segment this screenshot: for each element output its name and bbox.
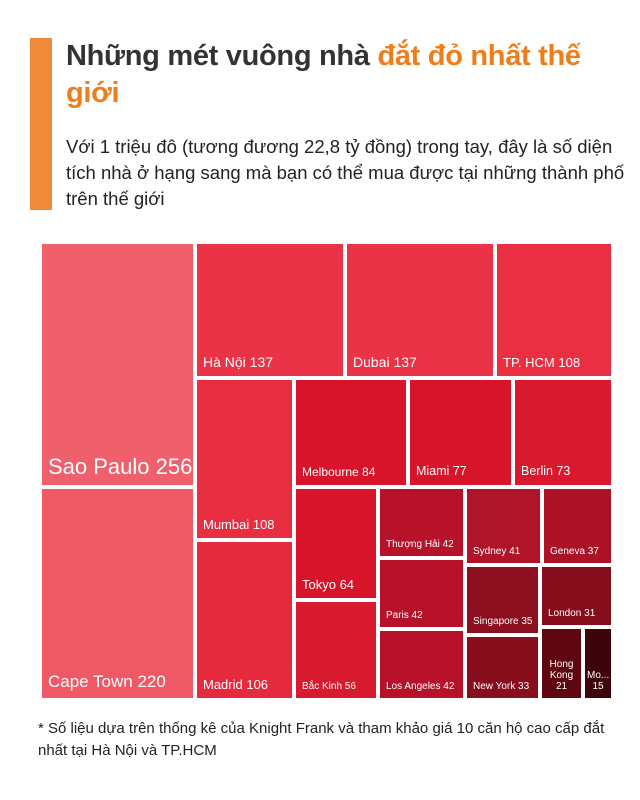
treemap-cell: Madrid 106	[195, 540, 294, 700]
page-subtitle: Với 1 triệu đô (tương đương 22,8 tỷ đồng…	[66, 136, 625, 209]
treemap-cell-label: Singapore 35	[473, 616, 533, 627]
treemap-cell: Los Angeles 42	[378, 629, 465, 700]
treemap-cell: Dubai 137	[345, 242, 495, 378]
treemap-cell-label: Madrid 106	[203, 676, 269, 692]
treemap-cell-label: Thượng Hải 42	[386, 539, 454, 550]
treemap-cell-label: Melbourne 84	[302, 464, 376, 479]
treemap-cell-label: Geneva 37	[550, 546, 599, 557]
treemap-cell: Geneva 37	[542, 487, 613, 565]
treemap-cell-label: Berlin 73	[521, 464, 571, 479]
treemap-cell-label: Miami 77	[416, 464, 467, 479]
treemap-cell: Melbourne 84	[294, 378, 408, 487]
treemap-cell: Thượng Hải 42	[378, 487, 465, 558]
treemap-cell: Cape Town 220	[40, 487, 195, 700]
treemap-cell-label: Paris 42	[386, 610, 423, 621]
treemap-cell: New York 33	[465, 635, 540, 700]
treemap-cell-label: New York 33	[473, 681, 530, 692]
treemap-cell: Hong Kong 21	[540, 627, 583, 700]
treemap-cell-label: Mumbai 108	[203, 516, 275, 532]
accent-bar	[30, 38, 52, 210]
treemap-cell: Sydney 41	[465, 487, 542, 565]
treemap-cell: Tokyo 64	[294, 487, 378, 600]
treemap-cell: Mo... 15	[583, 627, 613, 700]
footnote: * Số liệu dựa trên thống kê của Knight F…	[38, 720, 605, 759]
treemap-cell-label: Dubai 137	[353, 353, 417, 370]
title-main: Những mét vuông nhà	[66, 40, 378, 72]
treemap-cell-label: Tokyo 64	[302, 576, 355, 592]
treemap-cell-label: Sydney 41	[473, 546, 521, 557]
treemap-cell-label: TP. HCM 108	[503, 354, 581, 370]
treemap-cell: Miami 77	[408, 378, 513, 487]
treemap-cell-label: Los Angeles 42	[386, 681, 455, 692]
treemap-cell: Singapore 35	[465, 565, 540, 635]
treemap-cell: Mumbai 108	[195, 378, 294, 540]
treemap-cell-label: Hong Kong 21	[549, 659, 574, 692]
page-title: Những mét vuông nhà đắt đỏ nhất thế giới	[66, 38, 626, 112]
treemap-cell: Sao Paulo 256	[40, 242, 195, 487]
treemap-cell-label: Cape Town 220	[48, 672, 166, 692]
treemap-cell-label: Hà Nội 137	[203, 353, 274, 370]
treemap-cell-label: Mo... 15	[587, 670, 610, 692]
treemap-cell: Berlin 73	[513, 378, 613, 487]
treemap-cell-label: Sao Paulo 256	[48, 453, 193, 479]
treemap-cell: Bắc Kinh 56	[294, 600, 378, 700]
treemap-cell-label: Bắc Kinh 56	[302, 681, 356, 692]
treemap-cell: Hà Nội 137	[195, 242, 345, 378]
treemap-cell-label: London 31	[548, 608, 596, 619]
treemap-cell: London 31	[540, 565, 613, 627]
treemap-cell: Paris 42	[378, 558, 465, 629]
title-highlight: đắt đỏ nhất thế giới	[66, 40, 581, 109]
treemap-cell: TP. HCM 108	[495, 242, 613, 378]
